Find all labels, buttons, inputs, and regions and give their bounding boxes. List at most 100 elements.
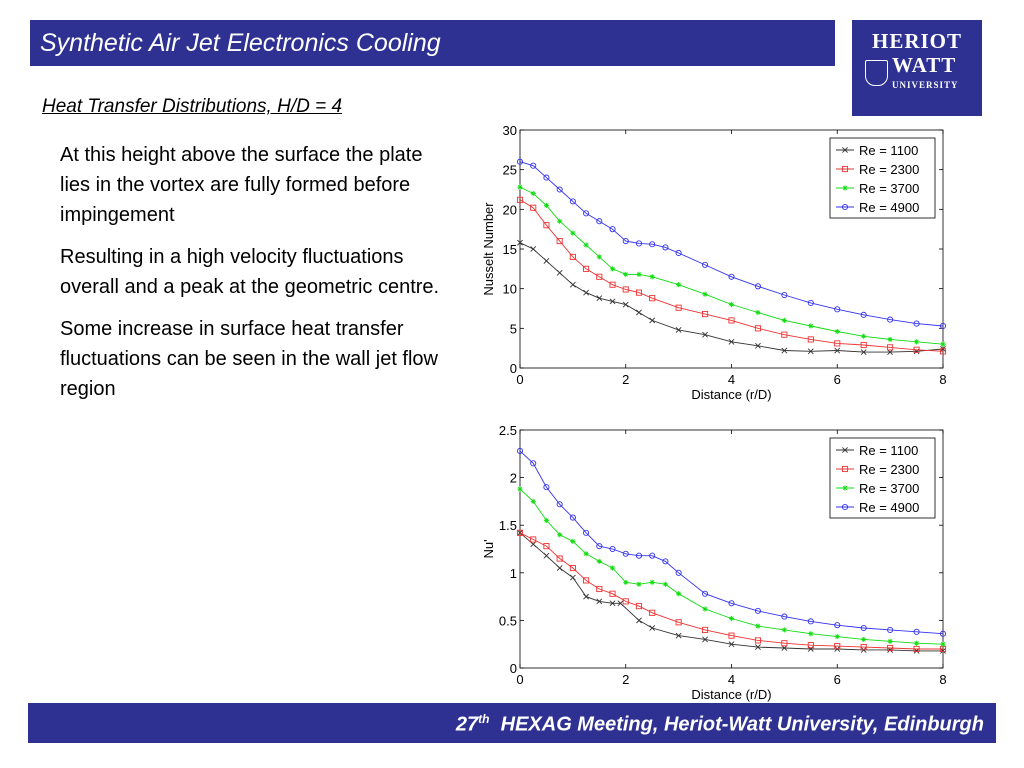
chart2-y-tick-label: 1 — [510, 566, 517, 581]
chart2-x-axis-label: Distance (r/D) — [691, 687, 771, 702]
chart2-legend-marker — [841, 465, 849, 473]
chart1-data-point — [754, 283, 761, 290]
chart2-data-point — [755, 623, 761, 629]
chart2-data-point — [517, 486, 523, 492]
chart2-data-point — [754, 607, 761, 614]
chart2-data-point — [781, 640, 788, 647]
chart2-data-point — [940, 641, 946, 647]
chart1-x-tick-label: 0 — [516, 372, 523, 387]
chart2-data-point — [887, 644, 894, 652]
chart2-data-point — [596, 598, 603, 605]
chart2-data-point — [913, 645, 920, 653]
chart1-data-point — [860, 349, 867, 356]
chart1-data-point — [609, 298, 616, 305]
chart1-x-tick-label: 6 — [834, 372, 841, 387]
chart1-y-tick-label: 25 — [503, 163, 517, 178]
chart1-x-tick-label: 8 — [939, 372, 946, 387]
chart1-data-point — [675, 327, 682, 333]
chart2-legend-marker — [842, 447, 848, 453]
chart2-data-point — [622, 550, 629, 557]
chart1-legend-label: Re = 2300 — [859, 162, 919, 177]
chart1-series-3 — [517, 184, 946, 347]
chart2-data-point — [728, 632, 735, 639]
chart1-data-point — [530, 190, 536, 197]
chart1-data-point — [596, 218, 603, 225]
chart2-legend-box — [829, 437, 936, 519]
chart1-data-point — [569, 253, 576, 260]
chart2-data-point — [728, 615, 735, 622]
chart2-data-point — [781, 627, 787, 633]
chart2-data-point — [807, 642, 814, 649]
chart1-data-point — [596, 254, 602, 260]
chart1-data-point — [728, 273, 735, 280]
chart1-x-tick-label: 4 — [728, 372, 735, 387]
chart1-legend: Re = 1100 Re = 2300 Re = 3700 Re = 4900 — [829, 137, 936, 219]
chart1-data-point — [570, 230, 576, 236]
paragraph-3: Some increase in surface heat transfer f… — [60, 318, 438, 400]
chart1-data-point — [596, 295, 603, 302]
slide-title: Synthetic Air Jet Electronics Cooling — [40, 29, 441, 57]
chart1-data-point — [623, 271, 629, 277]
chart2-data-point — [702, 636, 708, 643]
chart1-data-point — [583, 242, 589, 248]
chart1-y-tick-label: 30 — [503, 123, 517, 138]
chart2-data-point — [596, 558, 602, 564]
chart1-series-line — [519, 242, 944, 353]
chart1-data-point — [940, 341, 946, 347]
chart2-series-1 — [517, 529, 946, 654]
chart1-data-point — [649, 274, 655, 280]
chart2-data-point — [887, 638, 893, 644]
chart2-series-line — [519, 532, 943, 650]
chart1-data-point — [543, 202, 550, 208]
chart1-data-point — [728, 338, 735, 345]
chart1-data-point — [728, 301, 735, 308]
nu-prime-chart: 0 2 4 6 8 0 0.5 1 1.5 2 2.5 Distance (r/D) Nu' Re = 1… — [481, 423, 947, 702]
chart1-data-point — [834, 328, 840, 335]
chart2-y-tick-label: 2 — [510, 471, 517, 486]
chart1-data-point — [807, 336, 814, 343]
chart2-data-point — [609, 545, 616, 553]
chart1-data-point — [530, 246, 537, 252]
chart2-legend-label: Re = 4900 — [859, 500, 919, 515]
chart2-data-point — [649, 625, 656, 631]
chart2-x-tick-label: 0 — [516, 672, 523, 687]
chart1-legend-marker — [841, 165, 849, 173]
chart1-data-point — [569, 281, 576, 288]
chart1-y-tick-label: 10 — [503, 282, 517, 297]
chart1-y-tick-label: 20 — [503, 202, 517, 217]
chart1-data-point — [609, 226, 616, 233]
chart2-data-point — [516, 529, 524, 536]
chart2-data-point — [583, 551, 589, 557]
chart1-data-point — [543, 222, 550, 229]
chart1-data-point — [702, 291, 708, 297]
chart2-data-point — [702, 606, 708, 612]
chart1-y-tick-label: 5 — [510, 321, 517, 336]
chart1-series-4 — [516, 158, 947, 330]
chart1-data-point — [556, 238, 563, 245]
chart1-series-line — [519, 199, 944, 352]
chart2-legend-label: Re = 1100 — [859, 443, 918, 458]
chart2-y-tick-label: 2.5 — [499, 423, 517, 438]
chart1-data-point — [781, 317, 787, 323]
footer-meeting: HEXAG Meeting, Heriot-Watt University, E… — [500, 713, 984, 736]
chart1-legend-label: Re = 3700 — [859, 181, 919, 196]
chart2-x-tick-label: 6 — [834, 672, 841, 687]
chart1-data-point — [556, 269, 563, 276]
chart1-data-point — [834, 347, 841, 354]
chart2-data-point — [808, 631, 814, 637]
chart2-data-point — [675, 569, 682, 576]
chart1-data-point — [676, 282, 682, 288]
footer-ordinal: 27 — [455, 713, 479, 736]
chart2-series-line — [519, 532, 943, 652]
chart1-legend-label: Re = 4900 — [859, 200, 919, 215]
chart1-data-point — [939, 322, 947, 330]
chart2-data-point — [834, 633, 840, 640]
chart2-data-point — [609, 565, 616, 571]
chart2-data-point — [649, 552, 656, 559]
chart1-x-axis-label: Distance (r/D) — [691, 387, 771, 402]
chart2-data-point — [913, 628, 920, 635]
chart2-data-point — [530, 498, 536, 504]
chart2-data-point — [530, 536, 537, 543]
chart2-data-point — [860, 624, 867, 632]
chart1-data-point — [781, 347, 788, 354]
